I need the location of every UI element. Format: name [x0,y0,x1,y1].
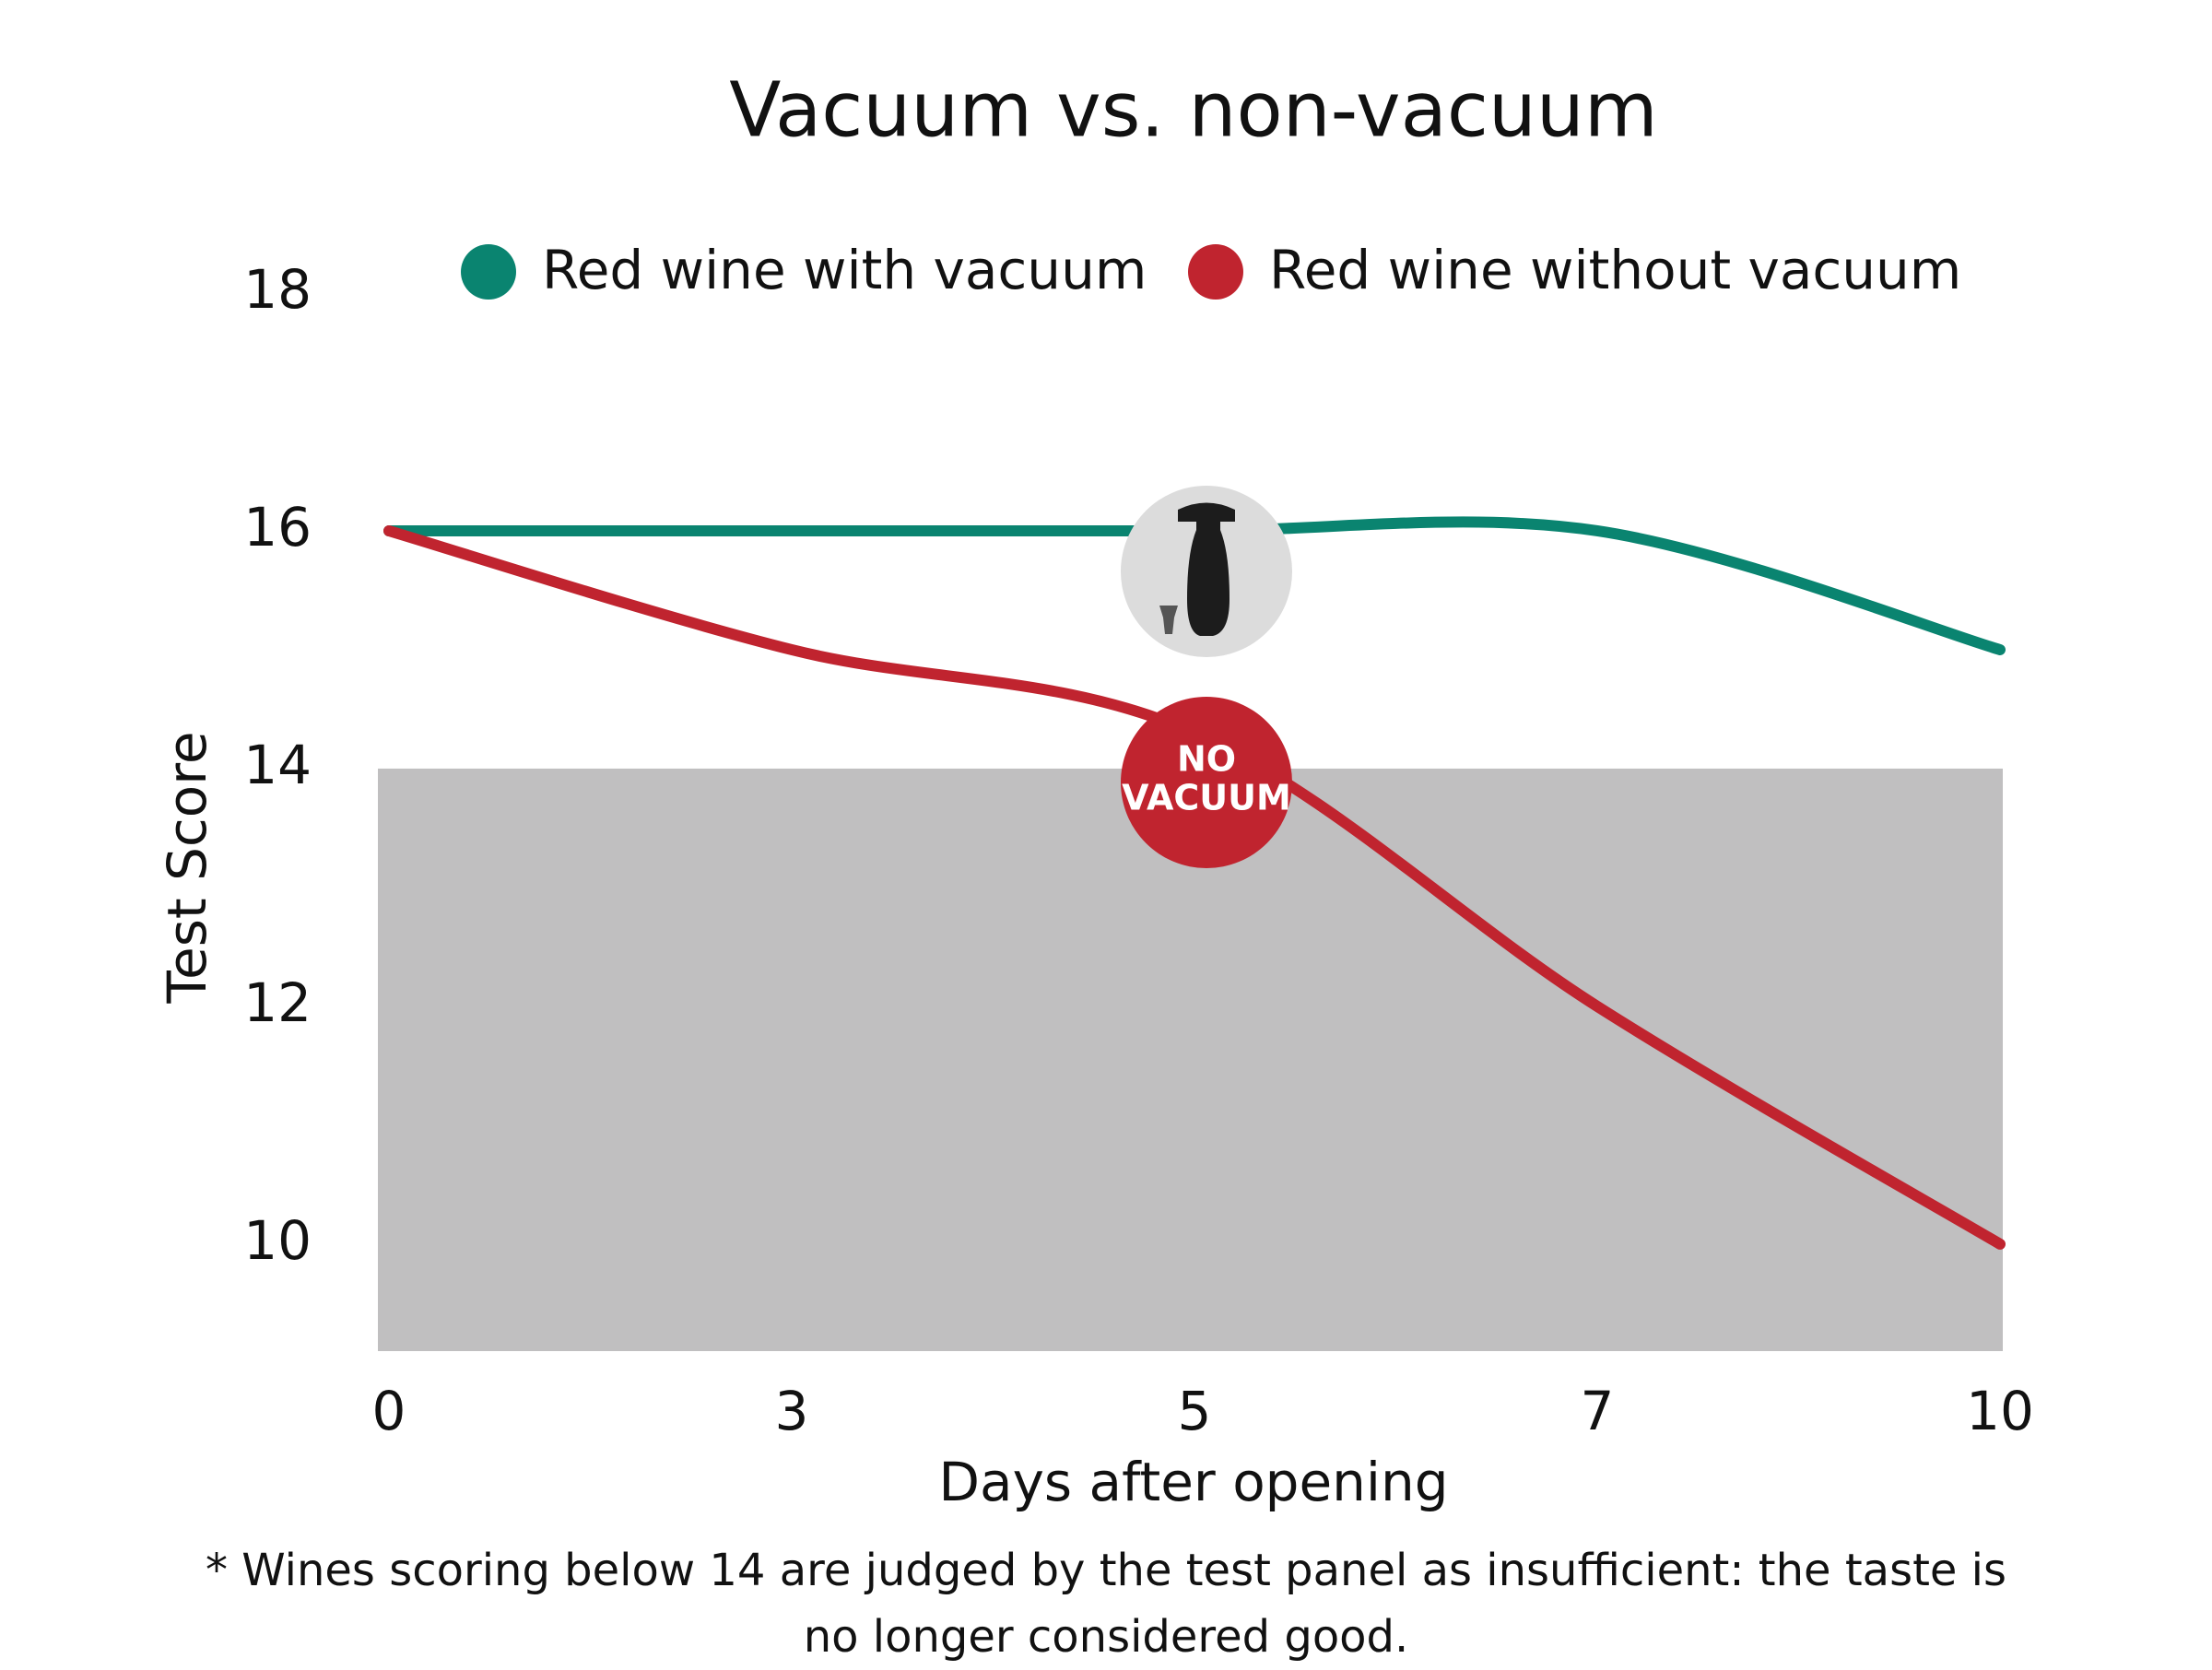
legend-label: Red wine with vacuum [542,239,1147,301]
badge-text: NO [1177,739,1236,780]
y-tick-label: 18 [243,258,312,321]
y-tick-label: 14 [243,734,312,796]
y-tick-label: 10 [243,1209,312,1272]
x-axis-title: Days after opening [938,1451,1448,1513]
x-tick-label: 10 [1966,1380,2034,1442]
footnote: * Wines scoring below 14 are judged by t… [205,1545,2007,1663]
legend-marker [461,244,516,300]
y-axis-title: Test Score [156,731,218,1004]
legend-marker [1188,244,1243,300]
x-tick-label: 7 [1581,1380,1615,1442]
x-tick-label: 3 [775,1380,809,1442]
y-tick-label: 16 [243,496,312,559]
legend-label: Red wine without vacuum [1269,239,1961,301]
vacuum-icon [1121,486,1292,657]
badge-text: VACUUM [1122,778,1291,818]
x-tick-label: 0 [372,1380,406,1442]
y-tick-label: 12 [243,971,312,1034]
badge-circle [1121,697,1292,868]
x-tick-label: 5 [1178,1380,1212,1442]
chart-title: Vacuum vs. non-vacuum [729,66,1658,154]
